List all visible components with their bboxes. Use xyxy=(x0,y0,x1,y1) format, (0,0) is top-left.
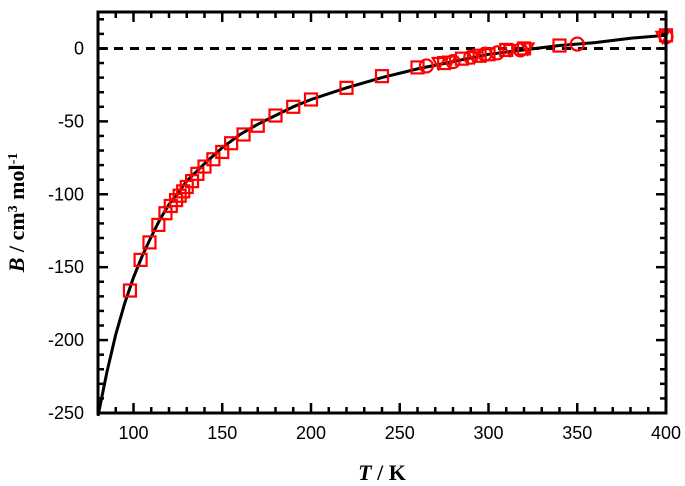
triangle-marker xyxy=(466,51,483,66)
x-tick-label: 400 xyxy=(651,423,681,443)
y-axis-title: B / cm3 mol-1 xyxy=(4,153,29,274)
x-axis-unit: / K xyxy=(372,460,406,485)
y-axis-unit-cm: / cm xyxy=(4,212,29,257)
triangle-marker xyxy=(441,55,458,70)
square-marker xyxy=(176,184,191,199)
triangle-marker xyxy=(501,43,518,59)
plot-frame xyxy=(96,10,668,415)
y-tick-label: -150 xyxy=(48,257,84,277)
y-tick-label: -50 xyxy=(58,111,84,131)
square-marker xyxy=(122,283,138,298)
fit-curve xyxy=(96,33,667,417)
x-tick-label: 350 xyxy=(562,423,592,443)
x-tick-label: 200 xyxy=(296,423,326,443)
square-marker xyxy=(410,60,425,75)
square-marker xyxy=(374,69,390,84)
square-marker xyxy=(133,252,148,267)
y-axis-superscript-3: 3 xyxy=(6,205,21,212)
square-marker xyxy=(268,108,283,123)
circle-marker xyxy=(489,45,505,61)
axis-ticks xyxy=(96,12,668,415)
tick-labels: 100 150 200 250 300 350 400 0 -50 -100 -150 -200 -25… xyxy=(48,38,681,443)
square-marker xyxy=(190,166,205,181)
x-axis-variable: T xyxy=(358,460,373,485)
y-axis-variable: B xyxy=(4,258,29,274)
y-axis-unit-mol: mol xyxy=(4,164,29,205)
square-marker xyxy=(142,235,157,250)
square-marker xyxy=(303,92,319,107)
circle-marker xyxy=(569,36,585,52)
x-tick-label: 300 xyxy=(473,423,503,443)
triangle-marker xyxy=(519,42,536,57)
square-marker xyxy=(224,136,239,151)
triangle-marker xyxy=(430,56,447,72)
y-tick-label: -100 xyxy=(48,184,84,204)
y-tick-label: 0 xyxy=(74,38,84,58)
square-marker xyxy=(215,144,230,160)
square-marker xyxy=(339,80,354,95)
y-tick-label: -200 xyxy=(48,330,84,350)
x-axis-title: T / K xyxy=(358,460,406,485)
x-tick-label: 100 xyxy=(118,423,148,443)
square-marker xyxy=(250,118,265,133)
square-marker xyxy=(206,152,221,167)
x-tick-label: 250 xyxy=(385,423,415,443)
circle-marker xyxy=(418,58,434,74)
square-marker xyxy=(172,188,187,203)
square-marker xyxy=(454,51,469,66)
square-marker xyxy=(236,127,251,142)
y-tick-label: -250 xyxy=(48,403,84,423)
square-marker xyxy=(552,38,567,53)
square-marker xyxy=(197,159,212,174)
data-markers xyxy=(122,28,674,298)
x-tick-label: 150 xyxy=(207,423,237,443)
y-axis-superscript-neg1: -1 xyxy=(6,153,21,165)
square-marker xyxy=(286,99,301,114)
